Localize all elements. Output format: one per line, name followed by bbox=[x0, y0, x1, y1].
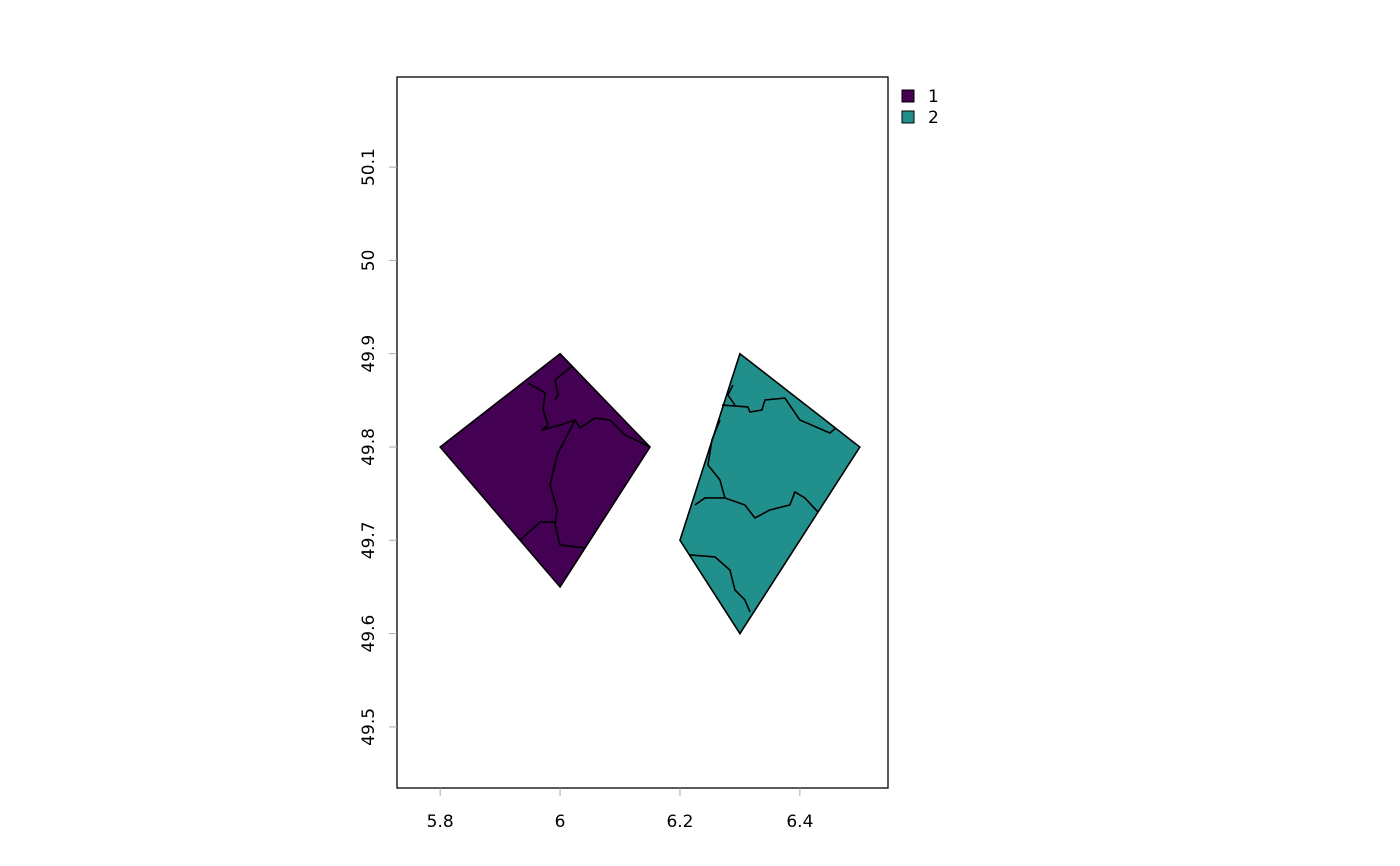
boundary bbox=[527, 382, 651, 448]
y-tick-label: 49.6 bbox=[359, 615, 379, 653]
y-tick-label: 50.1 bbox=[359, 148, 379, 186]
boundary bbox=[721, 397, 837, 434]
boundary bbox=[519, 521, 556, 541]
legend-swatch bbox=[901, 89, 915, 103]
plot-frame bbox=[396, 76, 889, 789]
legend-swatch bbox=[901, 110, 915, 124]
boundary bbox=[724, 491, 819, 519]
region bbox=[439, 352, 652, 589]
boundary bbox=[689, 554, 751, 613]
boundary bbox=[549, 419, 586, 549]
y-tick-label: 49.5 bbox=[359, 708, 379, 746]
region bbox=[679, 352, 861, 636]
legend-label: 1 bbox=[928, 87, 939, 107]
y-tick-label: 50 bbox=[359, 250, 379, 272]
legend-label: 2 bbox=[928, 108, 939, 128]
x-tick-label: 6 bbox=[555, 812, 566, 832]
y-tick-label: 49.8 bbox=[359, 428, 379, 466]
boundary bbox=[694, 419, 726, 506]
x-tick-label: 6.2 bbox=[666, 812, 693, 832]
boundary bbox=[727, 384, 736, 406]
x-tick-label: 5.8 bbox=[427, 812, 454, 832]
y-tick-label: 49.7 bbox=[359, 521, 379, 559]
boundary bbox=[554, 365, 573, 400]
x-tick-label: 6.4 bbox=[786, 812, 813, 832]
y-tick-label: 49.9 bbox=[359, 335, 379, 373]
